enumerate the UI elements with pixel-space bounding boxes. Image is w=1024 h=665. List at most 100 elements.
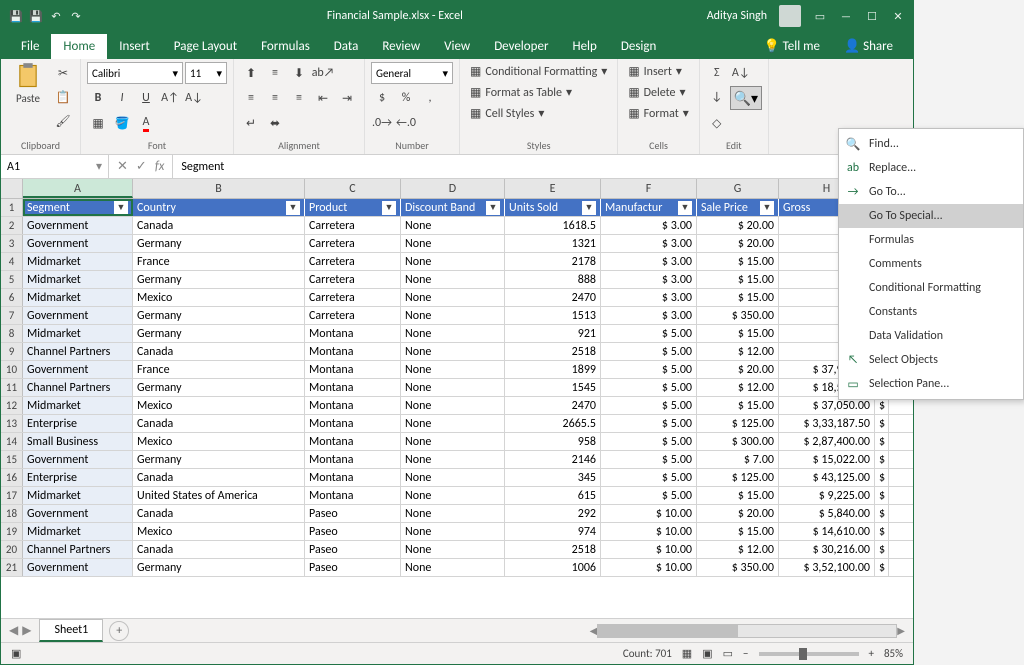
fx-icon[interactable]: fx: [155, 159, 165, 174]
cell[interactable]: $ 5.00: [601, 343, 697, 360]
share-button[interactable]: 👤 Share: [832, 34, 905, 59]
menu-item-constants[interactable]: Constants: [839, 300, 1023, 324]
cell[interactable]: $ 300.00: [697, 433, 779, 450]
row-header[interactable]: 10: [1, 361, 23, 378]
number-format-dropdown[interactable]: General▾: [371, 62, 453, 84]
cell[interactable]: None: [401, 487, 505, 504]
ribbon-tab-page-layout[interactable]: Page Layout: [162, 34, 249, 59]
font-name-dropdown[interactable]: Calibri▾: [87, 62, 183, 84]
cell[interactable]: Montana: [305, 379, 401, 396]
cell[interactable]: United States of America: [133, 487, 305, 504]
accept-formula-icon[interactable]: ✓: [136, 159, 147, 174]
align-bottom-button[interactable]: ⬇: [288, 62, 310, 84]
save-icon[interactable]: 💾: [29, 9, 43, 23]
cell[interactable]: $ 43,125.00: [779, 469, 875, 486]
view-pagebreak-icon[interactable]: ▭: [723, 647, 733, 660]
cell[interactable]: Canada: [133, 541, 305, 558]
cell[interactable]: $ 20.00: [697, 235, 779, 252]
borders-button[interactable]: ▦: [87, 112, 109, 134]
cell[interactable]: Montana: [305, 469, 401, 486]
row-header[interactable]: 13: [1, 415, 23, 432]
filter-arrow-icon[interactable]: ▼: [114, 201, 128, 215]
cell[interactable]: Government: [23, 505, 133, 522]
ribbon-tab-review[interactable]: Review: [370, 34, 432, 59]
cell[interactable]: 2518: [505, 541, 601, 558]
user-avatar-icon[interactable]: [779, 5, 801, 27]
cell[interactable]: Carretera: [305, 307, 401, 324]
cell[interactable]: $ 9,225.00: [779, 487, 875, 504]
cell[interactable]: $ 125.00: [697, 415, 779, 432]
menu-item-data-validation[interactable]: Data Validation: [839, 324, 1023, 348]
cell[interactable]: $ 10.00: [601, 523, 697, 540]
hscroll-right-icon[interactable]: ▶: [897, 624, 905, 637]
col-header-E[interactable]: E: [505, 179, 601, 198]
cancel-formula-icon[interactable]: ✕: [117, 159, 128, 174]
row-header[interactable]: 17: [1, 487, 23, 504]
view-normal-icon[interactable]: ▦: [682, 647, 692, 660]
bold-button[interactable]: B: [87, 87, 109, 109]
decrease-decimal-button[interactable]: ←.0: [395, 112, 417, 134]
add-sheet-button[interactable]: +: [109, 621, 129, 641]
cell[interactable]: $: [875, 487, 889, 504]
increase-decimal-button[interactable]: .0→: [371, 112, 393, 134]
cell[interactable]: 958: [505, 433, 601, 450]
cell[interactable]: $ 12.00: [697, 343, 779, 360]
align-left-button[interactable]: ≡: [240, 87, 262, 109]
cell[interactable]: Montana: [305, 325, 401, 342]
hscroll-track[interactable]: [597, 624, 897, 638]
cell[interactable]: Carretera: [305, 271, 401, 288]
record-macro-icon[interactable]: ▣: [11, 647, 21, 660]
cell[interactable]: Canada: [133, 217, 305, 234]
cell[interactable]: 2470: [505, 289, 601, 306]
cell[interactable]: $: [875, 469, 889, 486]
comma-button[interactable]: ,: [419, 87, 441, 109]
cell[interactable]: France: [133, 253, 305, 270]
cell[interactable]: Carretera: [305, 235, 401, 252]
view-pagelayout-icon[interactable]: ▣: [702, 647, 712, 660]
ribbon-tab-developer[interactable]: Developer: [482, 34, 560, 59]
format-painter-button[interactable]: 🖌: [52, 110, 74, 132]
cell[interactable]: $ 15,022.00: [779, 451, 875, 468]
cell[interactable]: None: [401, 379, 505, 396]
cell[interactable]: Government: [23, 451, 133, 468]
menu-item-go-to[interactable]: →Go To...: [839, 180, 1023, 204]
cell[interactable]: $: [875, 523, 889, 540]
decrease-indent-button[interactable]: ⇤: [312, 87, 334, 109]
cell[interactable]: Midmarket: [23, 487, 133, 504]
cell[interactable]: $ 3.00: [601, 235, 697, 252]
cell[interactable]: None: [401, 559, 505, 576]
align-top-button[interactable]: ⬆: [240, 62, 262, 84]
hscroll-thumb[interactable]: [598, 625, 738, 637]
ribbon-tab-data[interactable]: Data: [322, 34, 371, 59]
cell[interactable]: None: [401, 271, 505, 288]
cell[interactable]: $ 20.00: [697, 505, 779, 522]
cell[interactable]: None: [401, 469, 505, 486]
cell[interactable]: 1513: [505, 307, 601, 324]
align-middle-button[interactable]: ≡: [264, 62, 286, 84]
table-header-cell[interactable]: Product▼: [305, 199, 401, 216]
cell[interactable]: 2146: [505, 451, 601, 468]
cell[interactable]: $ 30,216.00: [779, 541, 875, 558]
cell[interactable]: Carretera: [305, 217, 401, 234]
cell-styles-button[interactable]: ▦ Cell Styles ▾: [466, 104, 611, 123]
cell[interactable]: $ 15.00: [697, 253, 779, 270]
cell[interactable]: $ 2,87,400.00: [779, 433, 875, 450]
cell[interactable]: Government: [23, 217, 133, 234]
cell[interactable]: $ 15.00: [697, 289, 779, 306]
close-icon[interactable]: ✕: [891, 9, 905, 23]
cell[interactable]: Germany: [133, 235, 305, 252]
merge-button[interactable]: ⬌: [264, 112, 286, 134]
row-header[interactable]: 8: [1, 325, 23, 342]
cell[interactable]: 615: [505, 487, 601, 504]
cell[interactable]: $ 15.00: [697, 487, 779, 504]
menu-item-find[interactable]: 🔍Find...: [839, 132, 1023, 156]
menu-item-conditional-formatting[interactable]: Conditional Formatting: [839, 276, 1023, 300]
cell[interactable]: None: [401, 235, 505, 252]
select-all-corner[interactable]: [1, 179, 23, 198]
wrap-text-button[interactable]: ↵: [240, 112, 262, 134]
cell[interactable]: None: [401, 307, 505, 324]
paste-button[interactable]: Paste: [7, 62, 49, 137]
row-header[interactable]: 15: [1, 451, 23, 468]
cell[interactable]: $ 350.00: [697, 559, 779, 576]
cell[interactable]: $: [875, 505, 889, 522]
